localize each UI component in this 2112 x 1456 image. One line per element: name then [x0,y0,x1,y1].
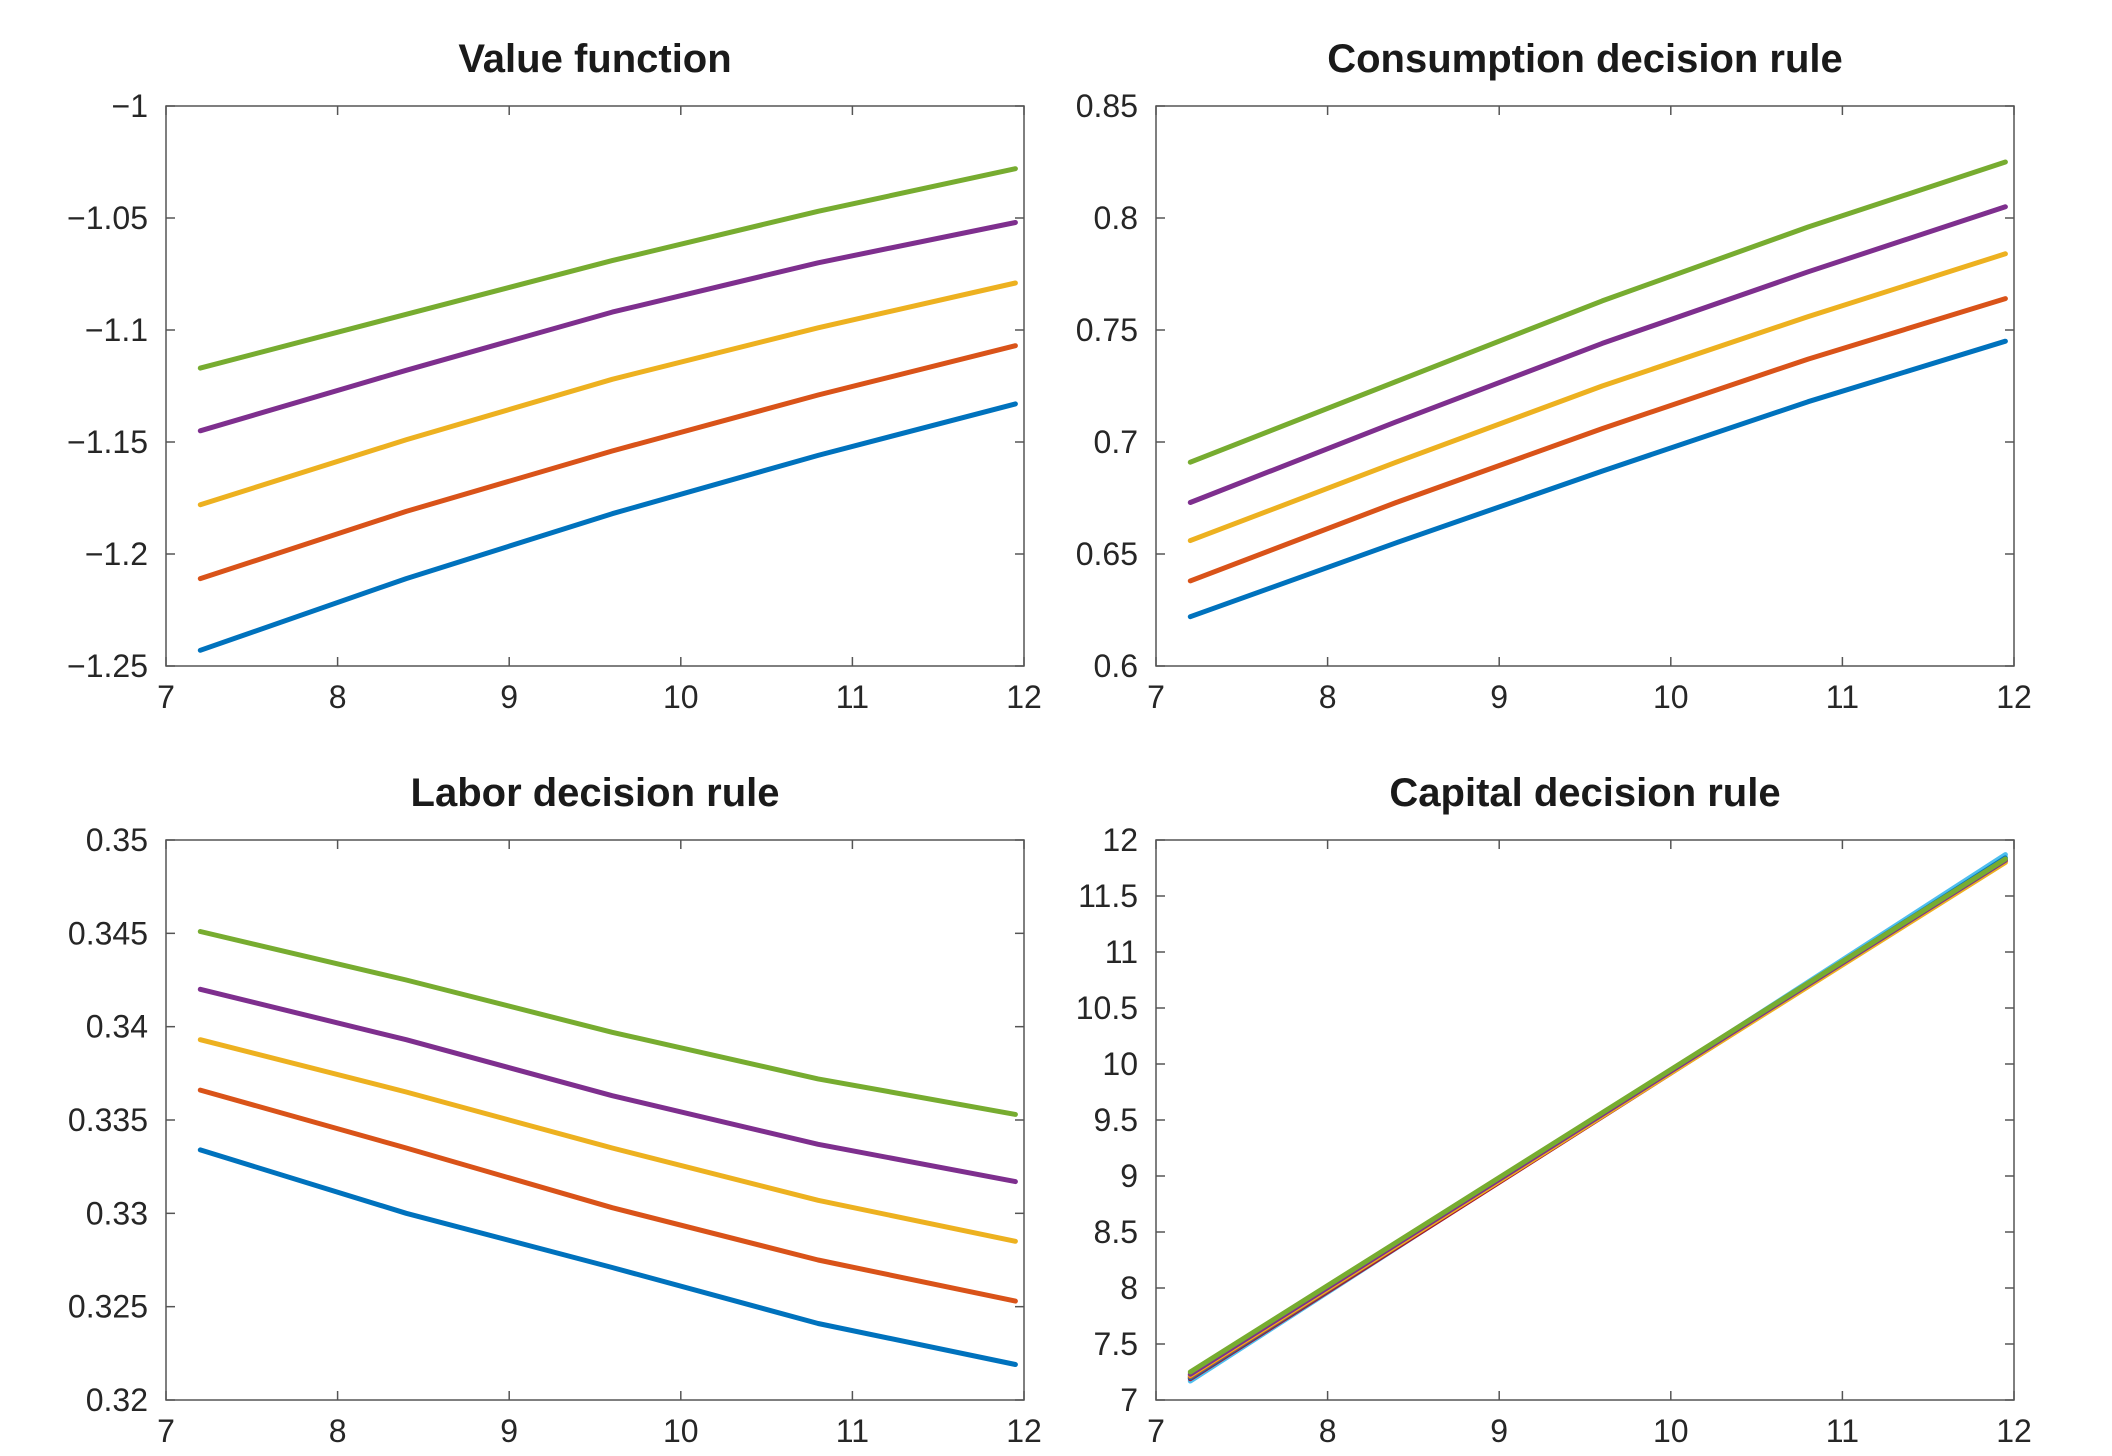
consumption-series-line-5 [1187,338,2008,620]
consumption-plot-area [1155,105,2015,667]
consumption-panel: Consumption decision rule 7 8 9 10 11 12 0.6 0.6… [1076,37,2032,715]
capital-ytick-label: 8 [1120,1270,1138,1306]
consumption-series-line-1 [1187,159,2008,465]
labor-series-line-4 [197,1087,1018,1304]
labor-xtick-label: 8 [329,1413,347,1449]
labor-series-line-2 [197,986,1018,1185]
capital-series-line-7 [1187,856,2008,1375]
labor-series-line-3 [197,1037,1018,1244]
value-function-xtick-label: 8 [329,679,347,715]
labor-ytick-label: 0.35 [86,822,148,858]
value-function-title: Value function [458,37,731,81]
capital-xtick-label: 12 [1996,1413,2032,1449]
value-function-series-line-4 [197,343,1018,582]
consumption-series-line-3 [1187,251,2008,544]
value-function-ytick-label: −1 [112,88,148,124]
value-function-series-line-1 [197,166,1018,371]
value-function-ytick-label: −1.15 [67,424,148,460]
capital-ytick-label: 7.5 [1094,1326,1138,1362]
labor-ytick-label: 0.34 [86,1009,148,1045]
value-function-xtick-label: 7 [157,679,175,715]
value-function-xtick-label: 9 [500,679,518,715]
labor-ytick-label: 0.345 [68,915,148,951]
labor-xtick-label: 11 [836,1413,869,1449]
labor-xtick-label: 10 [663,1413,699,1449]
consumption-ytick-label: 0.7 [1094,424,1138,460]
consumption-xtick-label: 8 [1319,679,1337,715]
capital-ytick-label: 10 [1102,1046,1138,1082]
consumption-ytick-label: 0.6 [1094,648,1138,684]
labor-xtick-label: 12 [1006,1413,1042,1449]
capital-xtick-label: 7 [1147,1413,1165,1449]
value-function-xtick-label: 11 [836,679,869,715]
labor-ytick-label: 0.33 [86,1195,148,1231]
consumption-xtick-label: 7 [1147,679,1165,715]
value-function-series-line-3 [197,280,1018,508]
value-function-ytick-label: −1.2 [85,536,148,572]
consumption-ytick-label: 0.85 [1076,88,1138,124]
value-function-xtick-label: 10 [663,679,699,715]
capital-ytick-label: 11 [1105,934,1138,970]
value-function-series-line-5 [197,401,1018,653]
capital-ytick-label: 9 [1120,1158,1138,1194]
consumption-series-line-2 [1187,204,2008,505]
labor-ytick-label: 0.32 [86,1382,148,1418]
value-function-series-line-2 [197,220,1018,434]
capital-ytick-label: 7 [1120,1382,1138,1418]
labor-ytick-label: 0.325 [68,1289,148,1325]
consumption-title: Consumption decision rule [1327,37,1843,81]
value-function-ytick-label: −1.05 [67,200,148,236]
value-function-ytick-label: −1.25 [67,648,148,684]
consumption-xtick-label: 10 [1653,679,1689,715]
capital-ytick-label: 10.5 [1076,990,1138,1026]
capital-panel: Capital decision rule 7 8 9 10 11 12 7 7.5 8 8.5 9 9… [1076,771,2032,1449]
consumption-xtick-label: 9 [1490,679,1508,715]
capital-xtick-label: 10 [1653,1413,1689,1449]
consumption-ytick-label: 0.75 [1076,312,1138,348]
capital-ytick-label: 8.5 [1094,1214,1138,1250]
consumption-xtick-label: 12 [1996,679,2032,715]
labor-xtick-label: 7 [157,1413,175,1449]
labor-series-line-5 [197,1147,1018,1367]
value-function-ytick-label: −1.1 [85,312,148,348]
capital-title: Capital decision rule [1389,771,1780,815]
consumption-series-line-4 [1187,296,2008,584]
capital-ytick-label: 12 [1102,822,1138,858]
capital-xtick-label: 9 [1490,1413,1508,1449]
capital-xtick-label: 8 [1319,1413,1337,1449]
labor-title: Labor decision rule [411,771,780,815]
value-function-xtick-label: 12 [1006,679,1042,715]
consumption-ytick-label: 0.65 [1076,536,1138,572]
consumption-ytick-label: 0.8 [1094,200,1138,236]
capital-ytick-label: 9.5 [1094,1102,1138,1138]
labor-series-line-1 [197,929,1018,1117]
labor-plot-area [165,839,1025,1401]
labor-xtick-label: 9 [500,1413,518,1449]
capital-xtick-label: 11 [1826,1413,1859,1449]
value-function-panel: Value function 7 8 9 10 11 12 −1.25 −1.2 −1.15 −1.… [67,37,1042,715]
labor-panel: Labor decision rule 7 8 9 10 11 12 0.32 0.325 0.3… [68,771,1042,1449]
capital-ytick-label: 11.5 [1078,878,1138,914]
labor-ytick-label: 0.335 [68,1102,148,1138]
consumption-xtick-label: 11 [1826,679,1859,715]
